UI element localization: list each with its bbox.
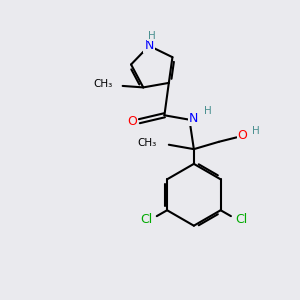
Text: O: O	[127, 115, 137, 128]
Text: O: O	[238, 129, 248, 142]
Text: Cl: Cl	[140, 213, 153, 226]
Text: H: H	[252, 127, 260, 136]
Text: Cl: Cl	[235, 213, 248, 226]
Text: CH₃: CH₃	[138, 138, 157, 148]
Text: CH₃: CH₃	[93, 80, 112, 89]
Text: H: H	[148, 31, 156, 40]
Text: N: N	[144, 39, 154, 52]
Text: N: N	[189, 112, 199, 125]
Text: H: H	[204, 106, 212, 116]
